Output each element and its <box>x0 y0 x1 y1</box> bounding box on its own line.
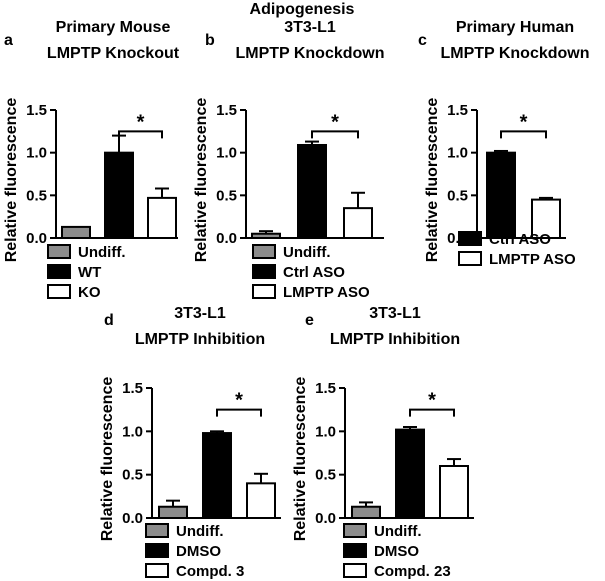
legend-label: Undiff. <box>283 244 330 261</box>
panel-title-line: 3T3-L1 <box>174 305 226 322</box>
significance-star: * <box>520 111 528 133</box>
legend-swatch <box>47 284 71 299</box>
significance-star: * <box>331 111 339 133</box>
bar-lmptp-aso <box>531 198 561 240</box>
y-tick-label: 1.5 <box>26 102 47 119</box>
significance-bracket <box>500 130 547 139</box>
bar-lmptp-aso <box>343 207 373 239</box>
panel-title-line: LMPTP Inhibition <box>135 331 265 348</box>
legend-label: Ctrl ASO <box>283 264 345 281</box>
legend-label: Undiff. <box>374 523 421 540</box>
legend-swatch <box>47 244 71 259</box>
legend-swatch <box>458 231 482 246</box>
bar-dmso <box>202 432 232 520</box>
y-axis-label: Relative fluorescence <box>3 98 20 263</box>
panel-title-line: LMPTP Knockdown <box>440 45 589 62</box>
panel-a: a Primary Mouse LMPTP Knockout 0.0 0.5 1.0 1.5… <box>3 19 180 301</box>
y-tick-label: 1.0 <box>315 423 336 440</box>
y-tick-label: 1.0 <box>447 145 468 162</box>
significance-star: * <box>137 111 145 133</box>
legend-label: LMPTP ASO <box>489 251 576 268</box>
y-tick-label: 0.5 <box>122 467 143 484</box>
legend-label: Compd. 3 <box>176 563 244 580</box>
legend-label: Undiff. <box>176 523 223 540</box>
y-tick-label: 1.0 <box>216 145 237 162</box>
legend-label: LMPTP ASO <box>283 284 370 301</box>
legend-swatch <box>252 244 276 259</box>
panel-letter: a <box>4 32 13 49</box>
legend-swatch <box>252 264 276 279</box>
bar-undiff <box>351 505 381 520</box>
panel-title-line: 3T3-L1 <box>369 305 421 322</box>
significance-star: * <box>428 390 436 412</box>
y-axis-label: Relative fluorescence <box>424 98 441 263</box>
significance-bracket <box>311 130 359 139</box>
bar-undiff <box>158 505 188 520</box>
panel-letter: e <box>305 312 314 329</box>
legend-label: Ctrl ASO <box>489 231 551 248</box>
bar-ctrl-aso <box>297 143 327 239</box>
panel-letter: c <box>418 32 427 49</box>
y-tick-label: 0.0 <box>122 510 143 527</box>
legend-swatch <box>145 523 169 538</box>
bar-ko <box>147 196 177 239</box>
significance-bracket <box>216 408 262 417</box>
y-tick-label: 0.5 <box>447 187 468 204</box>
bar-dmso <box>395 428 425 520</box>
legend-swatch <box>145 563 169 578</box>
y-tick-label: 0.0 <box>216 230 237 247</box>
y-tick-label: 1.5 <box>122 380 143 397</box>
bar-ctrl-aso <box>486 151 516 240</box>
y-tick-label: 0.0 <box>315 510 336 527</box>
legend-swatch <box>458 251 482 266</box>
legend-swatch <box>47 264 71 279</box>
legend-swatch <box>343 543 367 558</box>
panel-e: e 3T3-L1 LMPTP Inhibition 0.0 0.5 1.0 1.5 Relat… <box>292 305 474 580</box>
panel-letter: d <box>104 312 114 329</box>
legend-label: Compd. 23 <box>374 563 451 580</box>
y-tick-label: 1.5 <box>447 102 468 119</box>
significance-star: * <box>235 390 243 412</box>
y-tick-label: 1.5 <box>216 102 237 119</box>
legend-swatch <box>343 523 367 538</box>
panel-letter: b <box>205 32 215 49</box>
y-axis-label: Relative fluorescence <box>99 377 116 542</box>
y-tick-label: 0.0 <box>26 230 47 247</box>
panel-title-line: LMPTP Knockdown <box>235 45 384 62</box>
y-tick-label: 0.5 <box>315 467 336 484</box>
figure-title: Adipogenesis <box>250 1 355 18</box>
legend-swatch <box>252 284 276 299</box>
legend-label: DMSO <box>374 543 419 560</box>
y-tick-label: 1.0 <box>122 423 143 440</box>
panel-title-line: LMPTP Inhibition <box>330 331 460 348</box>
legend-label: KO <box>78 284 101 301</box>
panel-title-line: Primary Mouse <box>56 19 171 36</box>
panel-title-line: 3T3-L1 <box>284 19 336 36</box>
y-tick-label: 1.5 <box>315 380 336 397</box>
bar-compd-23 <box>439 465 469 519</box>
y-tick-label: 0.5 <box>216 187 237 204</box>
legend-label: Undiff. <box>78 244 125 261</box>
bar-compd-3 <box>246 482 276 520</box>
bar-wt <box>104 151 134 240</box>
panel-title-line: LMPTP Knockout <box>47 45 180 62</box>
legend-swatch <box>145 543 169 558</box>
panel-title-line: Primary Human <box>456 19 574 36</box>
significance-bracket <box>409 408 455 417</box>
bar-undiff <box>251 232 281 240</box>
panel-b: b 3T3-L1 LMPTP Knockdown 0.0 0.5 1.0 1.5 Relati… <box>193 19 385 301</box>
significance-bracket <box>118 130 163 139</box>
legend-swatch <box>343 563 367 578</box>
legend-label: WT <box>78 264 101 281</box>
y-tick-label: 0.5 <box>26 187 47 204</box>
bar-undiff <box>61 225 91 239</box>
y-axis-label: Relative fluorescence <box>292 377 309 542</box>
y-tick-label: 1.0 <box>26 145 47 162</box>
legend-label: DMSO <box>176 543 221 560</box>
y-axis-label: Relative fluorescence <box>193 98 210 263</box>
panel-d: d 3T3-L1 LMPTP Inhibition 0.0 0.5 1.0 1.5 Relat… <box>99 305 281 580</box>
